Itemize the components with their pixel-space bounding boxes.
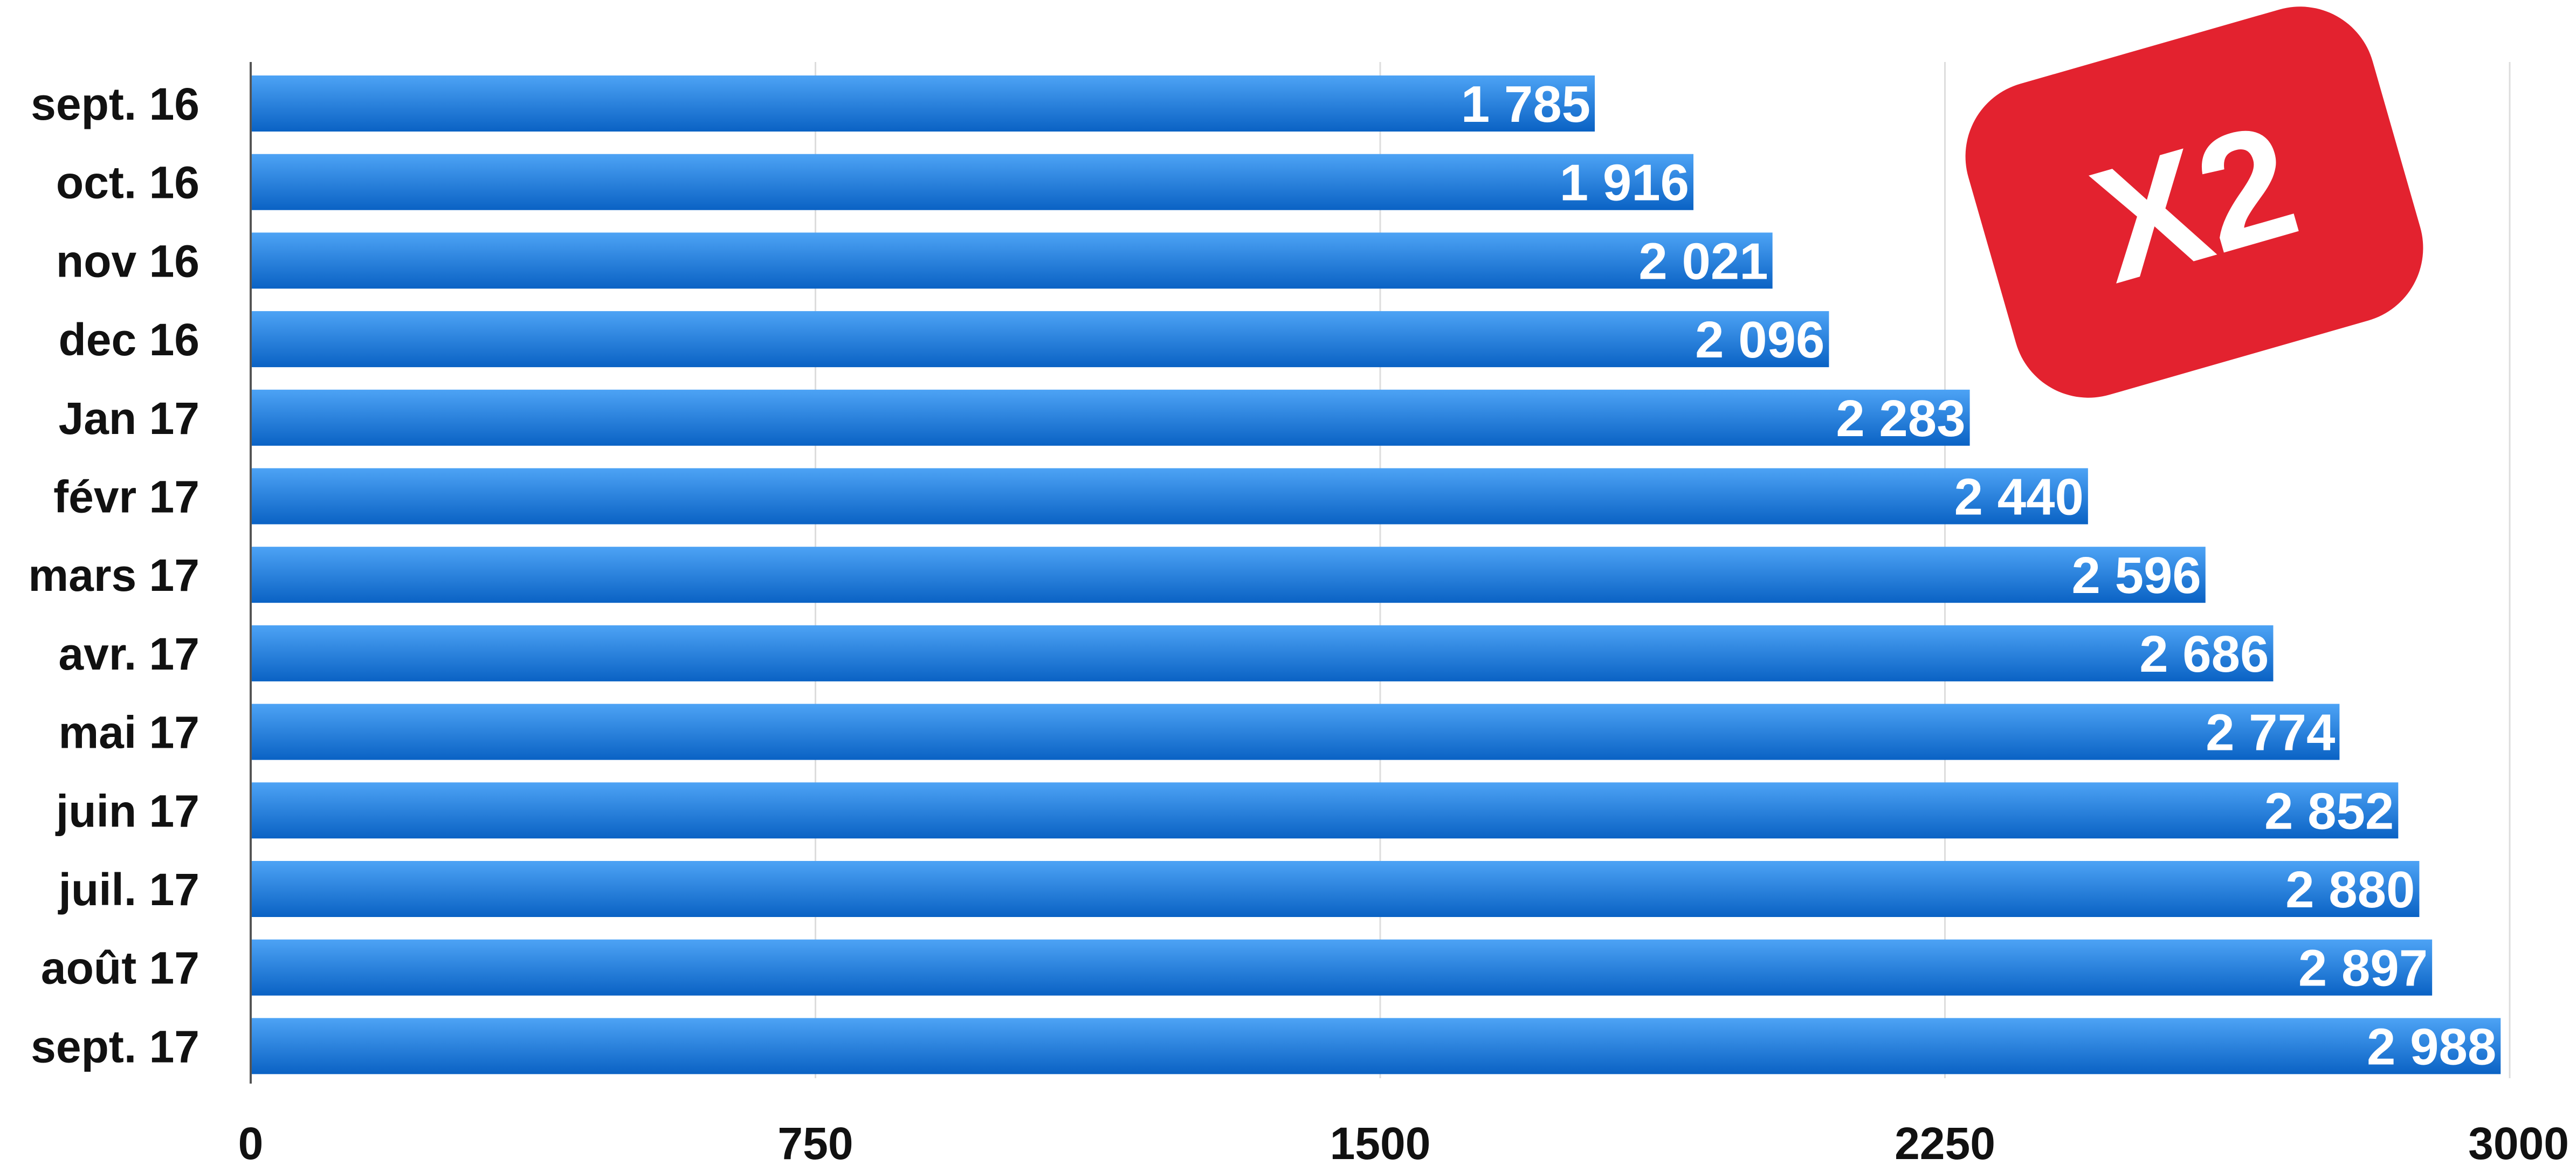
bar <box>251 547 2206 603</box>
category-label: sept. 16 <box>31 79 199 129</box>
bar-value-label: 2 852 <box>2264 782 2394 840</box>
x-tick-label: 0 <box>238 1118 264 1165</box>
bar <box>251 1018 2501 1074</box>
category-label: mars 17 <box>28 550 199 601</box>
bar-value-label: 2 897 <box>2298 940 2428 997</box>
category-label: mai 17 <box>58 707 199 758</box>
x-tick-label: 2250 <box>1895 1118 1995 1165</box>
bar-value-label: 2 988 <box>2367 1018 2496 1076</box>
bar-value-label: 1 916 <box>1560 154 1689 212</box>
x-tick-label: 3000 <box>2468 1118 2569 1165</box>
category-label: févr 17 <box>53 472 199 522</box>
x-tick-label: 1500 <box>1330 1118 1431 1165</box>
category-label: sept. 17 <box>31 1021 199 1072</box>
bar <box>251 939 2433 996</box>
bar <box>251 232 1773 289</box>
bar <box>251 75 1595 132</box>
category-label: avr. 17 <box>58 629 199 679</box>
bar <box>251 468 2088 525</box>
bar <box>251 154 1694 210</box>
bar <box>251 782 2399 839</box>
bar-value-label: 2 096 <box>1695 311 1824 369</box>
bar <box>251 861 2420 917</box>
category-label: août 17 <box>41 943 199 994</box>
bar-value-label: 2 774 <box>2206 704 2335 762</box>
bar-value-label: 2 440 <box>1954 468 2084 526</box>
x2-badge: X2 <box>1965 6 2423 398</box>
bar-value-label: 2 283 <box>1836 390 1965 447</box>
category-label: Jan 17 <box>58 393 199 444</box>
bar <box>251 625 2274 681</box>
x-tick-label: 750 <box>777 1118 853 1165</box>
x-axis-tick-labels: 0 750 1500 2250 3000 <box>238 1118 2569 1165</box>
bar-value-label: 2 021 <box>1638 232 1768 290</box>
bar-value-label: 2 686 <box>2139 625 2269 683</box>
badge-background <box>1965 6 2423 398</box>
category-label: juil. 17 <box>58 864 199 915</box>
bar <box>251 704 2340 760</box>
bar <box>251 311 1829 368</box>
category-label: juin 17 <box>55 785 199 836</box>
category-label: dec 16 <box>58 314 199 365</box>
bar-value-label: 2 880 <box>2285 861 2415 919</box>
category-labels: sept. 16 oct. 16 nov 16 dec 16 Jan 17 févr 17… <box>28 79 199 1072</box>
bar-value-label: 1 785 <box>1461 75 1590 133</box>
bar-value-label: 2 596 <box>2072 547 2201 604</box>
bar <box>251 389 1970 446</box>
category-label: oct. 16 <box>56 157 199 208</box>
category-label: nov 16 <box>56 236 199 286</box>
